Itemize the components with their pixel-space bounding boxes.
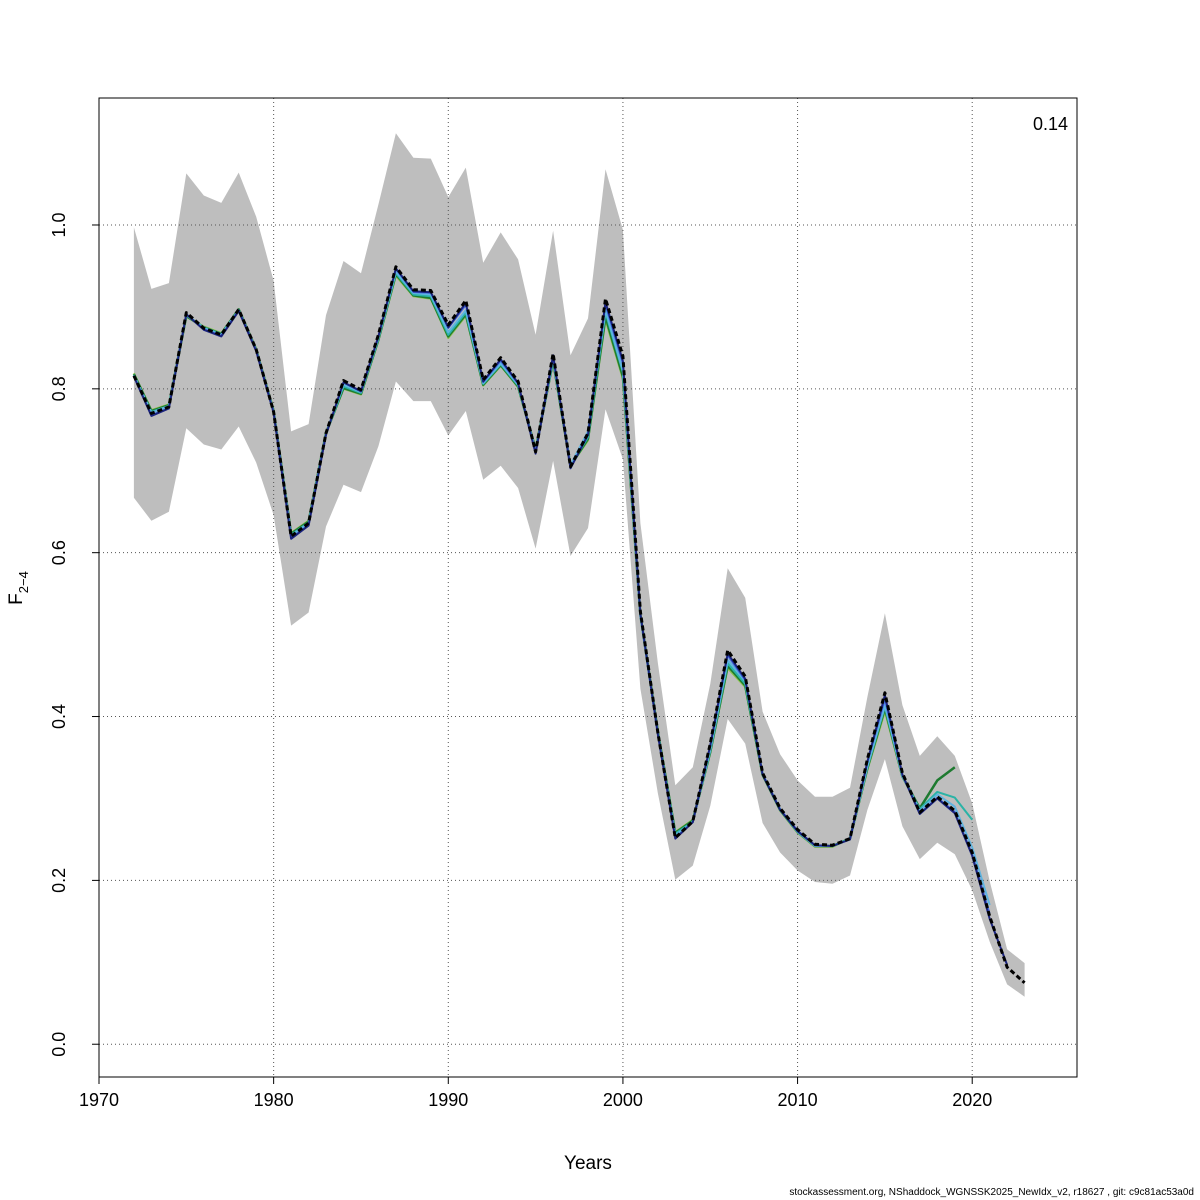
x-tick-label-2000: 2000 — [603, 1090, 643, 1110]
y-tick-label-0.2: 0.2 — [49, 868, 69, 893]
y-axis-label-main: F — [6, 593, 27, 605]
y-tick-label-0.0: 0.0 — [49, 1032, 69, 1057]
x-tick-label-1980: 1980 — [254, 1090, 294, 1110]
y-axis-label-subscript: 2−4 — [16, 571, 31, 593]
axis-layer: 1970 1980 1990 2000 2010 2020 0.0 0.2 0.4 0.6 0.8 1… — [49, 212, 992, 1110]
y-tick-label-0.4: 0.4 — [49, 704, 69, 729]
series-line-1 — [132, 265, 1026, 984]
svg-text:F2−4: F2−4 — [6, 571, 31, 605]
x-tick-label-2020: 2020 — [952, 1090, 992, 1110]
x-tick-label-1970: 1970 — [79, 1090, 119, 1110]
x-tick-label-1990: 1990 — [428, 1090, 468, 1110]
confidence-band-layer — [133, 133, 1025, 997]
confidence-band — [133, 133, 1025, 997]
y-tick-label-1.0: 1.0 — [49, 212, 69, 237]
footer-credit: stockassessment.org, NShaddock_WGNSSK202… — [789, 1187, 1194, 1198]
plot-frame — [98, 97, 1078, 1078]
y-tick-label-0.6: 0.6 — [49, 540, 69, 565]
corner-annotation: 0.14 — [1033, 114, 1068, 134]
x-tick-label-2010: 2010 — [778, 1090, 818, 1110]
y-tick-label-0.8: 0.8 — [49, 376, 69, 401]
x-axis-label: Years — [564, 1153, 612, 1174]
y-axis-label: F2−4 — [6, 571, 31, 605]
series-layer — [132, 265, 1026, 984]
grid-layer — [98, 98, 1077, 1077]
